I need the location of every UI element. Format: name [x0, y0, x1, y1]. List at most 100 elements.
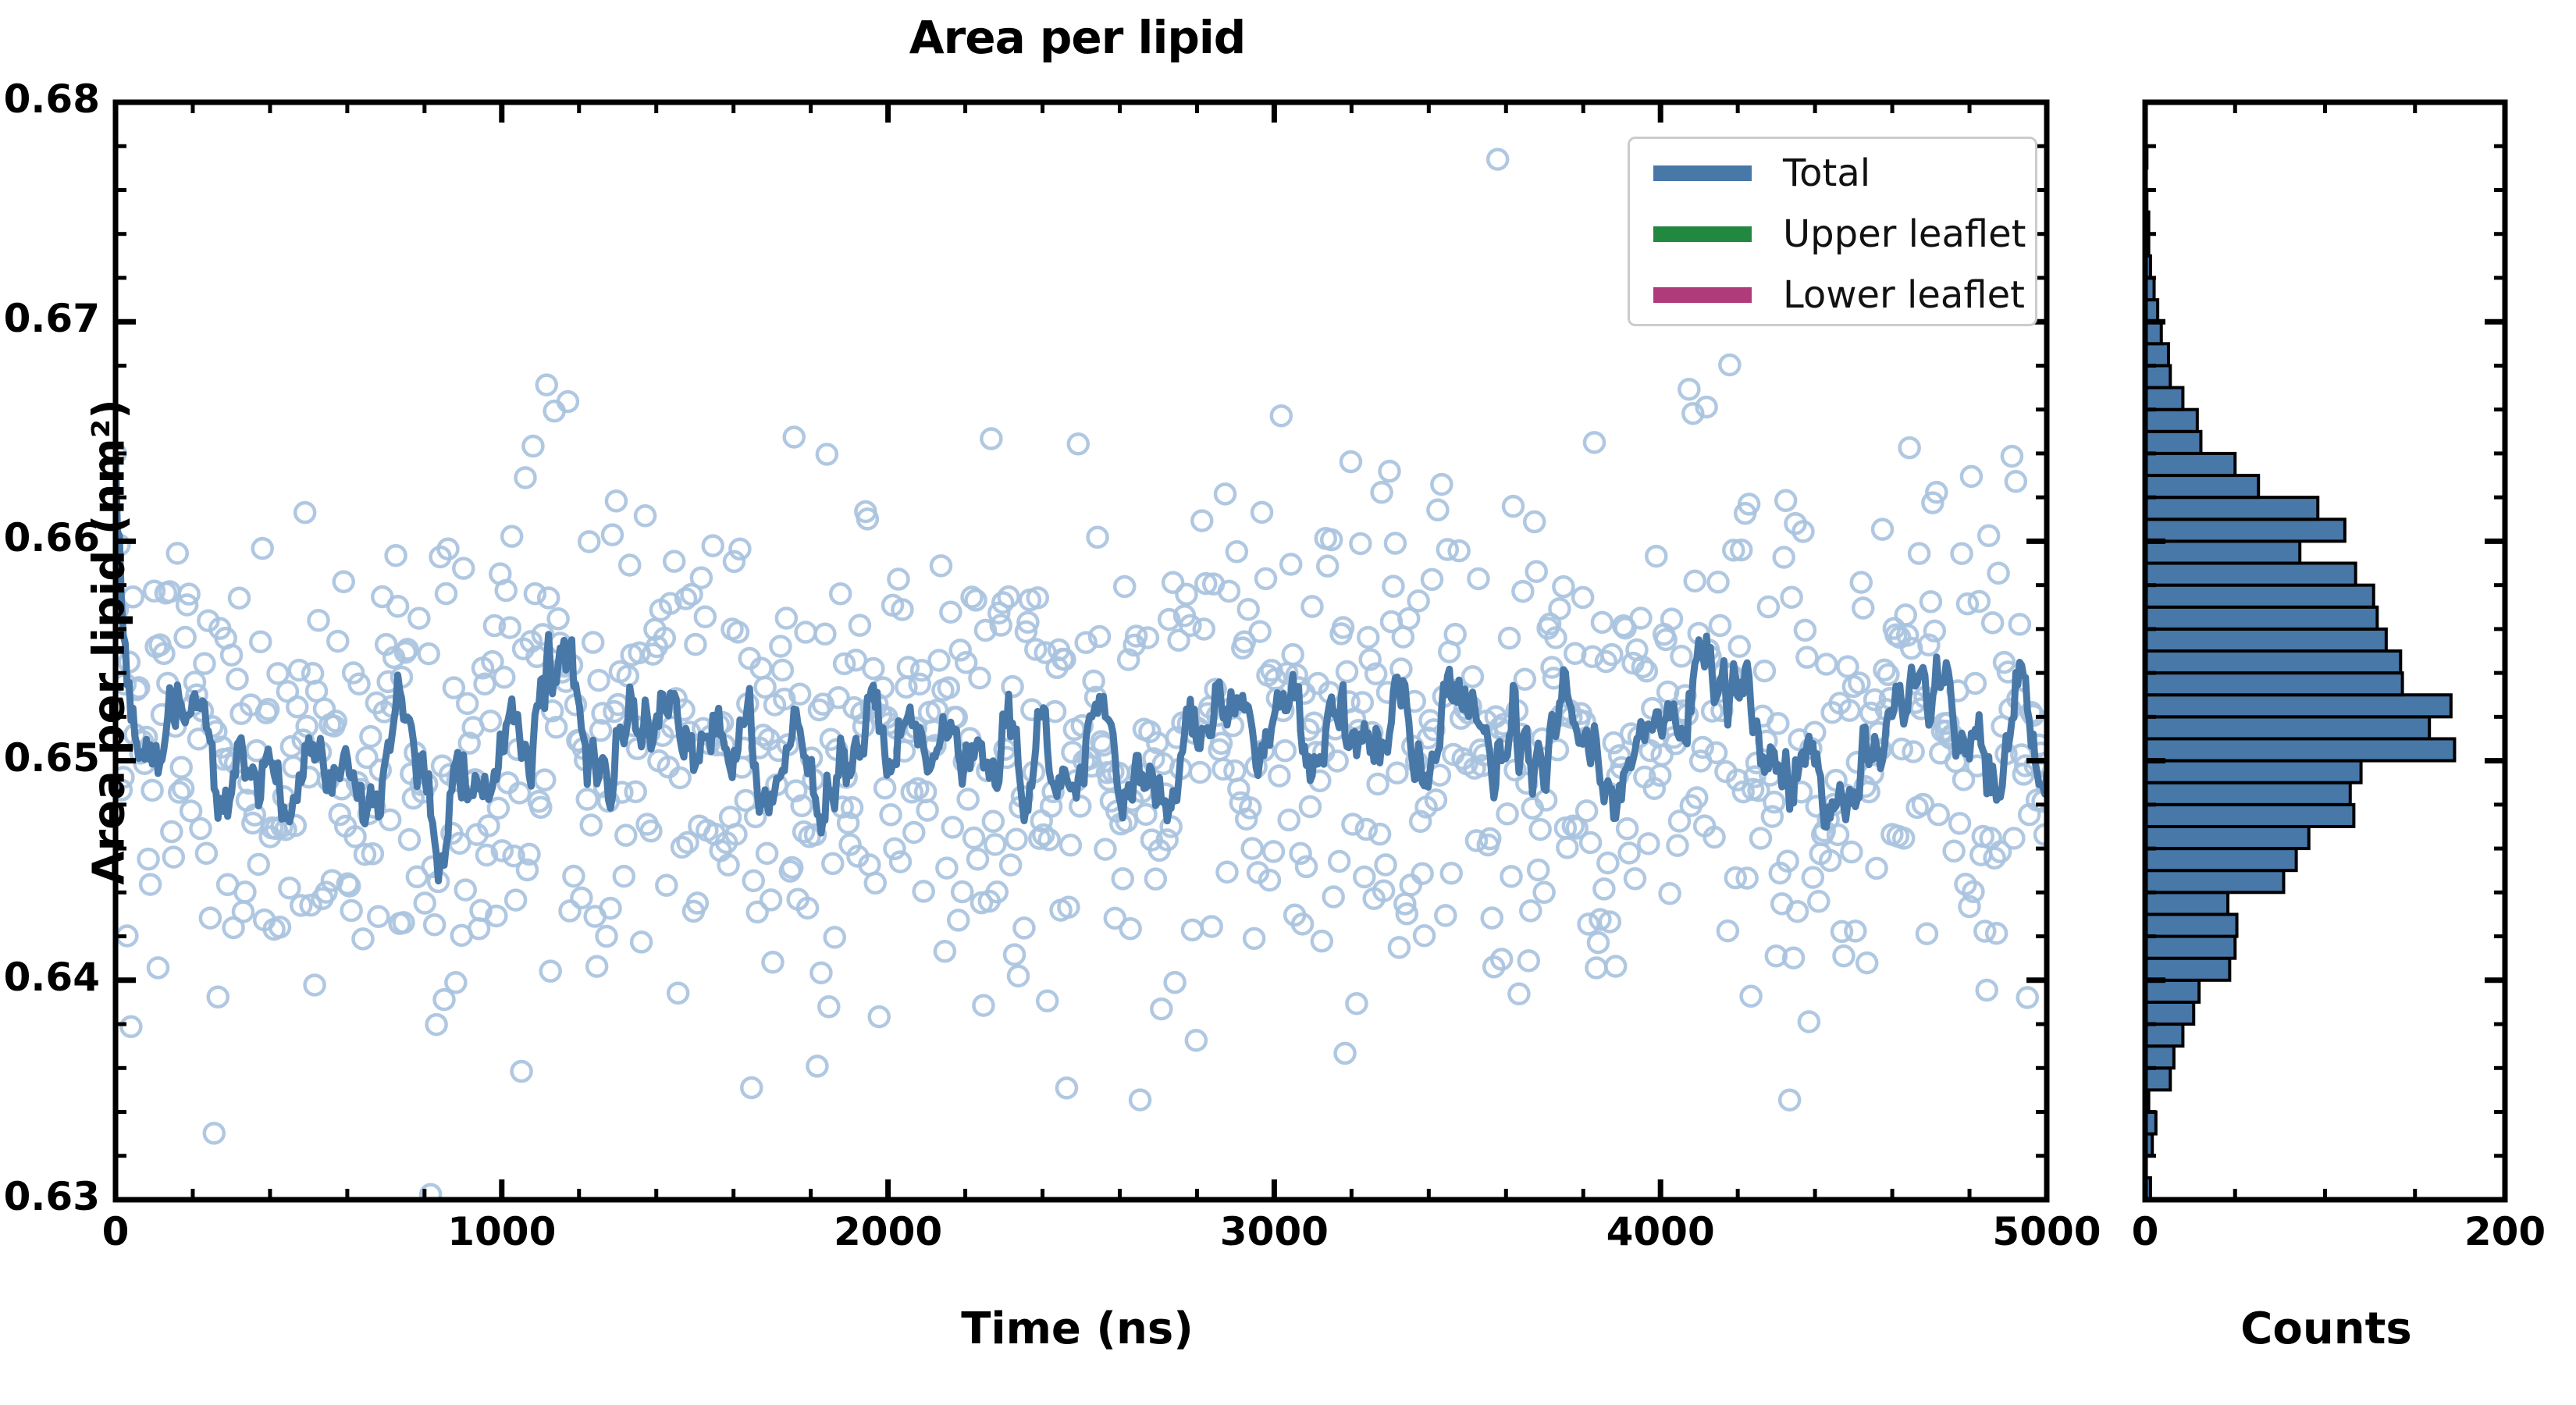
scatter-point — [617, 553, 642, 577]
scatter-point — [863, 871, 888, 895]
scatter-point — [614, 823, 638, 847]
scatter-point — [670, 835, 694, 859]
legend-item-upper-leaflet[interactable]: Upper leaflet — [1653, 211, 2026, 258]
scatter-point — [1602, 731, 1626, 755]
scatter-point — [1426, 498, 1450, 522]
scatter-point — [1980, 611, 2005, 635]
y-tick-label: 0.66 — [3, 515, 100, 561]
legend-item-lower-leaflet[interactable]: Lower leaflet — [1653, 272, 2025, 318]
scatter-point — [856, 507, 880, 531]
scatter-point — [1150, 997, 1173, 1021]
scatter-point — [950, 880, 974, 904]
figure-title: Area per lipid — [909, 11, 1247, 64]
scatter-point — [533, 768, 557, 791]
scatter-point — [1366, 772, 1389, 796]
scatter-point — [519, 630, 543, 653]
scatter-point — [1094, 838, 1117, 861]
scatter-point — [556, 389, 580, 414]
scatter-point — [1434, 904, 1457, 927]
scatter-point — [612, 864, 636, 888]
scatter-point — [1513, 667, 1537, 692]
scatter-point — [1374, 853, 1397, 877]
scatter-point — [529, 795, 553, 820]
scatter-point — [770, 658, 795, 682]
scatter-point — [266, 662, 290, 685]
scatter-point — [326, 629, 350, 653]
scatter-point — [1039, 795, 1063, 818]
scatter-point — [1112, 574, 1137, 599]
scatter-point — [1378, 459, 1401, 483]
scatter-point — [307, 609, 330, 632]
scatter-point — [1497, 626, 1521, 650]
scatter-point — [1353, 865, 1376, 889]
scatter-point — [1724, 866, 1748, 890]
scatter-point — [1921, 491, 1944, 514]
scatter-point — [1395, 902, 1419, 926]
histogram-axes-ticks — [2142, 99, 2508, 1203]
histogram-bar — [2144, 671, 2404, 697]
scatter-point — [1528, 817, 1552, 841]
scatter-point — [933, 940, 957, 963]
scatter-point — [666, 981, 690, 1005]
scatter-point — [916, 799, 939, 822]
scatter-point — [1370, 481, 1393, 504]
scatter-point — [1600, 642, 1624, 667]
scatter-point — [1192, 617, 1216, 641]
scatter-point — [1844, 919, 1867, 943]
x-tick-label-main: 1000 — [447, 1209, 557, 1254]
scatter-point — [1277, 808, 1300, 832]
y-tick-label: 0.65 — [3, 735, 100, 781]
scatter-point — [1517, 949, 1541, 973]
scatter-point — [1777, 1088, 1802, 1112]
scatter-point — [1026, 586, 1050, 610]
scatter-point — [162, 845, 186, 869]
scatter-point — [1383, 532, 1407, 555]
scatter-point — [902, 820, 926, 845]
scatter-point — [1948, 812, 1972, 835]
scatter-point — [1848, 671, 1871, 695]
scatter-point — [1298, 795, 1322, 819]
scatter-point — [1898, 436, 1921, 460]
scatter-point — [1175, 582, 1198, 606]
legend-item-total[interactable]: Total — [1653, 150, 1870, 197]
scatter-point — [1387, 936, 1411, 959]
scatter-point — [753, 675, 777, 699]
scatter-point — [1666, 834, 1689, 857]
scatter-point — [1681, 401, 1705, 425]
scatter-point — [521, 434, 545, 458]
scatter-point — [1907, 542, 1931, 565]
scatter-point — [353, 842, 377, 866]
scatter-point — [587, 668, 610, 692]
scatter-point — [2002, 827, 2026, 850]
main-axes-ticks — [112, 99, 2050, 1203]
legend-label-upper-leaflet: Upper leaflet — [1783, 212, 2026, 256]
scatter-point — [1670, 645, 1693, 668]
scatter-point — [745, 900, 769, 924]
scatter-point — [116, 766, 135, 789]
scatter-point — [985, 880, 1009, 904]
scatter-point — [1331, 616, 1355, 639]
scatter-point — [1650, 743, 1674, 767]
scatter-point — [1322, 885, 1345, 909]
scatter-point — [1399, 873, 1422, 897]
scatter-point — [1826, 823, 1850, 847]
scatter-point — [1695, 395, 1718, 419]
scatter-point — [1631, 655, 1655, 679]
scatter-point — [343, 825, 367, 848]
scatter-point — [1685, 786, 1709, 809]
scatter-point — [315, 880, 338, 904]
y-axis-label: Area per lipid (nm²) — [84, 399, 135, 885]
scatter-point — [1001, 674, 1024, 699]
scatter-point — [1959, 464, 1984, 489]
scatter-point — [485, 904, 508, 928]
scatter-point — [1161, 571, 1185, 595]
scatter-point — [1592, 877, 1616, 901]
scatter-point — [1729, 538, 1753, 562]
scatter-point — [956, 788, 980, 811]
scatter-point — [1849, 571, 1873, 594]
scatter-point — [202, 1122, 226, 1145]
scatter-point — [1658, 881, 1681, 905]
scatter-point — [1319, 528, 1343, 552]
scatter-point — [867, 1005, 891, 1029]
